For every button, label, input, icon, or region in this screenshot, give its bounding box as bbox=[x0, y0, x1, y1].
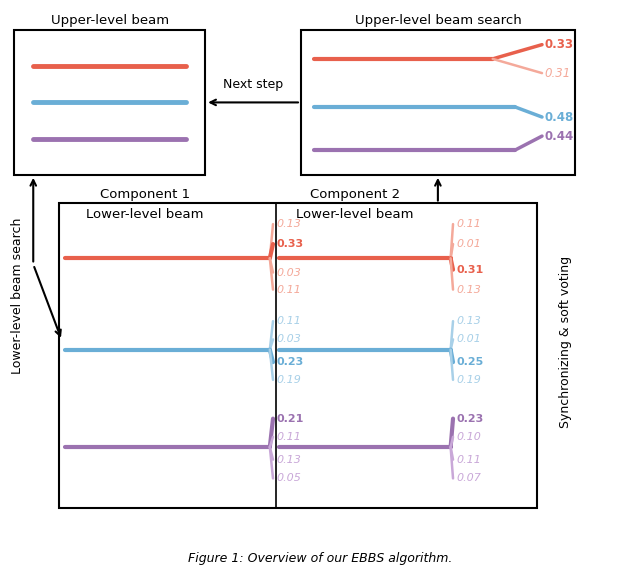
Text: 0.11: 0.11 bbox=[456, 455, 481, 464]
Text: Component 2: Component 2 bbox=[310, 188, 400, 201]
Text: 0.05: 0.05 bbox=[276, 474, 301, 483]
Text: 0.03: 0.03 bbox=[276, 335, 301, 344]
Text: 0.19: 0.19 bbox=[456, 375, 481, 385]
Text: 0.44: 0.44 bbox=[545, 130, 574, 142]
Text: 0.23: 0.23 bbox=[276, 357, 303, 367]
Text: 0.10: 0.10 bbox=[456, 432, 481, 442]
FancyBboxPatch shape bbox=[59, 204, 537, 508]
Text: 0.31: 0.31 bbox=[456, 265, 483, 275]
Text: 0.21: 0.21 bbox=[276, 414, 303, 424]
Text: Lower-level beam search: Lower-level beam search bbox=[11, 218, 24, 374]
Text: 0.03: 0.03 bbox=[276, 268, 301, 277]
Text: 0.48: 0.48 bbox=[545, 110, 574, 124]
Text: 0.11: 0.11 bbox=[276, 316, 301, 326]
Text: 0.07: 0.07 bbox=[456, 474, 481, 483]
Text: Next step: Next step bbox=[223, 78, 283, 91]
FancyBboxPatch shape bbox=[14, 30, 205, 175]
Text: Synchronizing & soft voting: Synchronizing & soft voting bbox=[559, 256, 572, 427]
Text: 0.33: 0.33 bbox=[545, 38, 573, 51]
Text: 0.11: 0.11 bbox=[456, 219, 481, 229]
Text: 0.33: 0.33 bbox=[276, 239, 303, 249]
Text: Lower-level beam: Lower-level beam bbox=[296, 208, 414, 221]
Text: 0.13: 0.13 bbox=[276, 219, 301, 229]
Text: 0.31: 0.31 bbox=[545, 66, 571, 80]
FancyBboxPatch shape bbox=[301, 30, 575, 175]
Text: Upper-level beam: Upper-level beam bbox=[51, 14, 169, 27]
Text: Upper-level beam search: Upper-level beam search bbox=[355, 14, 521, 27]
Text: 0.01: 0.01 bbox=[456, 335, 481, 344]
Text: 0.25: 0.25 bbox=[456, 357, 483, 367]
Text: Component 1: Component 1 bbox=[100, 188, 190, 201]
Text: Lower-level beam: Lower-level beam bbox=[86, 208, 204, 221]
Text: 0.19: 0.19 bbox=[276, 375, 301, 385]
Text: 0.11: 0.11 bbox=[276, 285, 301, 295]
Text: 0.13: 0.13 bbox=[276, 455, 301, 464]
Text: Figure 1: Overview of our EBBS algorithm.: Figure 1: Overview of our EBBS algorithm… bbox=[188, 552, 452, 565]
Text: 0.13: 0.13 bbox=[456, 316, 481, 326]
Text: 0.23: 0.23 bbox=[456, 414, 483, 424]
Text: 0.01: 0.01 bbox=[456, 239, 481, 249]
Text: 0.13: 0.13 bbox=[456, 285, 481, 295]
Text: 0.11: 0.11 bbox=[276, 432, 301, 442]
